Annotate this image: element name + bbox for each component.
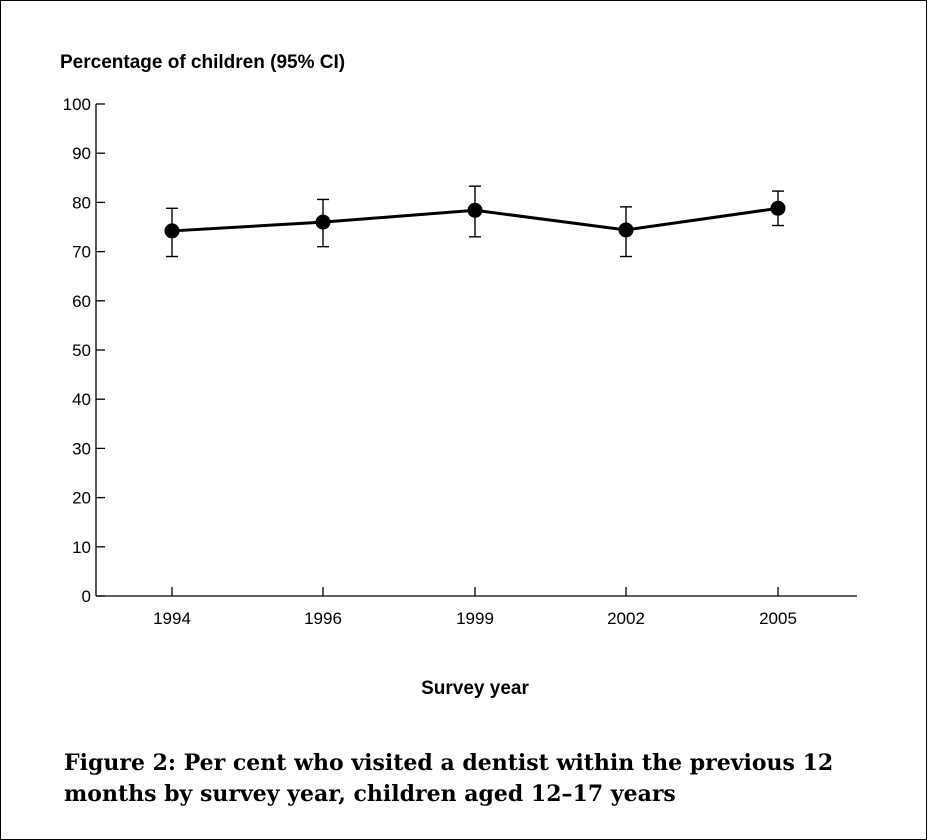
y-tick-label: 50 bbox=[72, 341, 91, 360]
x-tick-label: 2002 bbox=[607, 609, 645, 628]
x-tick-label: 1999 bbox=[456, 609, 494, 628]
x-axis-title: Survey year bbox=[421, 678, 529, 699]
data-point bbox=[164, 223, 180, 239]
x-tick-label: 2005 bbox=[759, 609, 797, 628]
y-tick-label: 40 bbox=[72, 390, 91, 409]
y-tick-label: 80 bbox=[72, 193, 91, 212]
y-tick-label: 100 bbox=[63, 95, 91, 114]
y-tick-label: 20 bbox=[72, 489, 91, 508]
data-point bbox=[315, 214, 331, 230]
y-axis-title: Percentage of children (95% CI) bbox=[60, 52, 345, 73]
y-tick-label: 10 bbox=[72, 538, 91, 557]
data-point bbox=[467, 202, 483, 218]
figure-caption: Figure 2: Per cent who visited a dentist… bbox=[64, 750, 834, 807]
data-point bbox=[770, 200, 786, 216]
x-tick-label: 1996 bbox=[304, 609, 342, 628]
y-tick-label: 60 bbox=[72, 292, 91, 311]
x-tick-label: 1994 bbox=[153, 609, 191, 628]
y-tick-label: 90 bbox=[72, 144, 91, 163]
y-tick-label: 0 bbox=[82, 587, 91, 606]
y-tick-label: 30 bbox=[72, 439, 91, 458]
y-tick-label: 70 bbox=[72, 243, 91, 262]
data-point bbox=[618, 222, 634, 238]
